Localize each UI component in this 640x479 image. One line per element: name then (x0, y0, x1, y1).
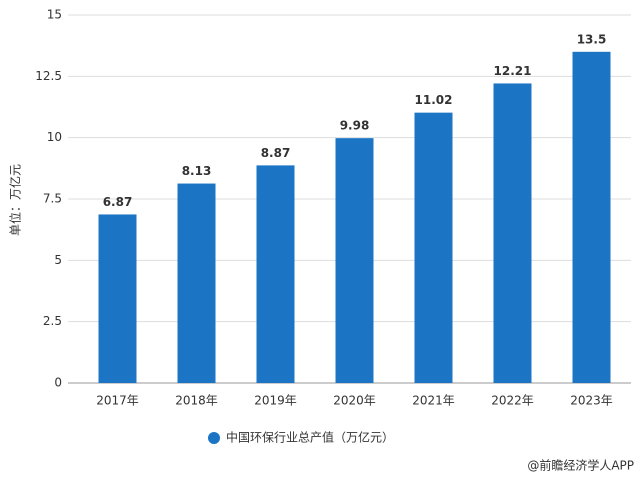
data-label: 12.21 (494, 64, 532, 78)
data-label: 13.5 (577, 32, 607, 46)
bar (335, 138, 374, 383)
y-tick-label: 10 (47, 130, 62, 144)
data-label: 8.87 (261, 146, 291, 160)
legend-label: 中国环保行业总产值（万亿元） (226, 430, 394, 445)
y-tick-label: 7.5 (43, 192, 62, 206)
x-tick-label: 2021年 (412, 394, 455, 408)
bar (493, 83, 532, 383)
x-tick-label: 2020年 (333, 394, 376, 408)
y-tick-label: 5 (54, 253, 62, 267)
bar (256, 165, 295, 383)
y-tick-label: 15 (47, 8, 62, 22)
data-label: 9.98 (340, 119, 370, 133)
x-tick-label: 2018年 (175, 394, 218, 408)
y-axis-label: 单位：万亿元 (8, 164, 23, 236)
y-tick-label: 12.5 (35, 69, 62, 83)
x-tick-label: 2017年 (96, 394, 139, 408)
data-label: 8.13 (182, 164, 212, 178)
y-tick-label: 2.5 (43, 314, 62, 328)
x-tick-label: 2023年 (570, 394, 613, 408)
x-tick-label: 2022年 (491, 394, 534, 408)
bar (177, 183, 216, 383)
y-tick-label: 0 (54, 376, 62, 390)
legend-marker (208, 432, 220, 444)
source: @前瞻经济学人APP (527, 458, 634, 473)
bar (572, 51, 611, 384)
bar (98, 214, 137, 383)
data-label: 6.87 (103, 195, 133, 209)
data-label: 11.02 (415, 93, 453, 107)
x-tick-label: 2019年 (254, 394, 297, 408)
bar (414, 112, 453, 383)
